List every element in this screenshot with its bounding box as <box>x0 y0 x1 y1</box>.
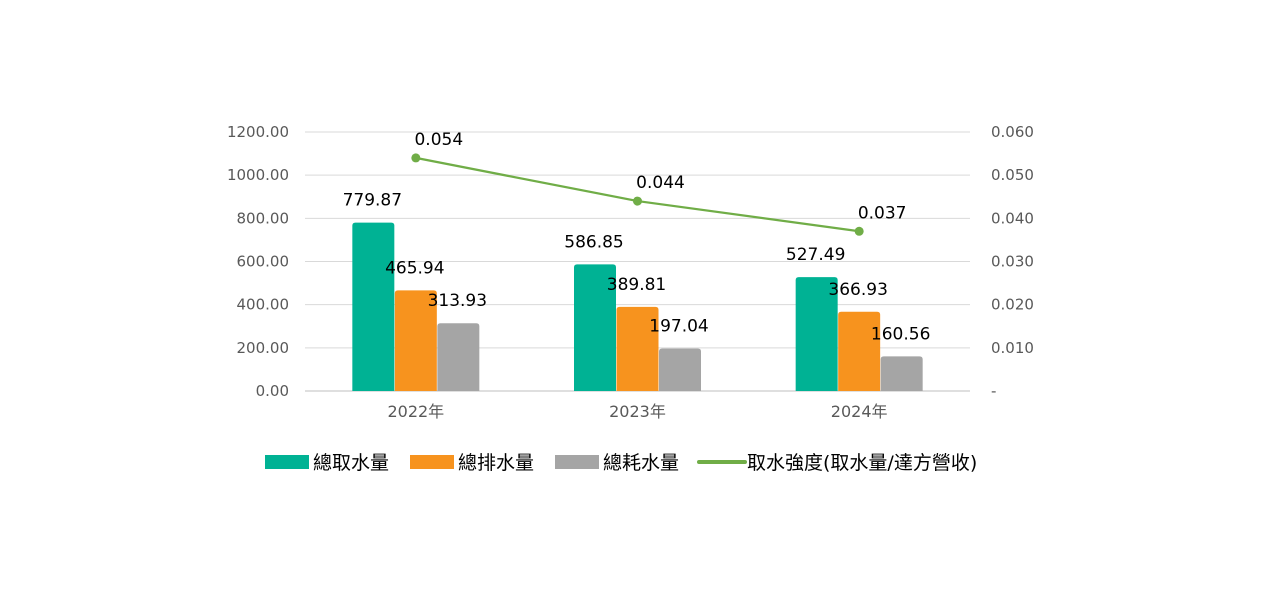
bar <box>616 306 659 391</box>
y-right-tick-label: - <box>991 382 996 400</box>
bar <box>880 356 923 391</box>
legend-swatch <box>265 455 309 469</box>
bar-data-label: 586.85 <box>564 232 623 252</box>
bar <box>352 222 395 391</box>
bar-data-label: 465.94 <box>385 258 444 278</box>
y-left-tick-label: 0.00 <box>256 382 289 400</box>
legend-swatch <box>555 455 599 469</box>
bar-data-label: 313.93 <box>428 291 487 311</box>
bar <box>437 323 480 391</box>
legend-label: 總取水量 <box>313 452 389 474</box>
legend-swatch <box>410 455 454 469</box>
y-right-tick-label: 0.050 <box>991 166 1034 184</box>
y-left-tick-label: 200.00 <box>237 339 290 357</box>
line-point <box>633 196 642 206</box>
line-series <box>415 156 860 233</box>
y-left-tick-label: 1000.00 <box>227 166 289 184</box>
line-data-label: 0.054 <box>414 130 463 150</box>
y-left-tick-label: 400.00 <box>237 296 290 314</box>
bar-data-label: 389.81 <box>607 275 666 295</box>
line-data-label: 0.037 <box>858 203 907 223</box>
legend-label: 總排水量 <box>458 452 534 474</box>
bar <box>838 311 881 391</box>
y-right-tick-label: 0.010 <box>991 339 1034 357</box>
bar <box>659 348 701 391</box>
y-left-tick-label: 800.00 <box>237 209 290 227</box>
x-tick-label: 2024年 <box>831 402 888 421</box>
bar-data-label: 160.56 <box>871 324 930 344</box>
y-left-tick-label: 600.00 <box>237 253 290 271</box>
bar-data-label: 197.04 <box>649 316 708 336</box>
bar-data-label: 366.93 <box>828 280 887 300</box>
y-left-tick-label: 1200.00 <box>227 123 289 141</box>
bar-data-label: 527.49 <box>786 245 845 265</box>
line-data-label: 0.044 <box>636 173 685 193</box>
legend-label: 總耗水量 <box>603 452 679 474</box>
x-tick-label: 2022年 <box>387 402 444 421</box>
line-point <box>854 226 864 236</box>
y-right-tick-label: 0.020 <box>991 296 1034 314</box>
bar-data-label: 779.87 <box>343 191 402 211</box>
y-right-tick-label: 0.040 <box>991 209 1034 227</box>
y-right-tick-label: 0.060 <box>991 123 1034 141</box>
legend-label: 取水強度(取水量/達方營收) <box>747 452 977 474</box>
line-point <box>411 153 421 163</box>
bar <box>574 264 616 391</box>
bar <box>795 277 838 391</box>
bar <box>394 290 437 391</box>
y-right-tick-label: 0.030 <box>991 253 1034 271</box>
x-tick-label: 2023年 <box>609 402 666 421</box>
